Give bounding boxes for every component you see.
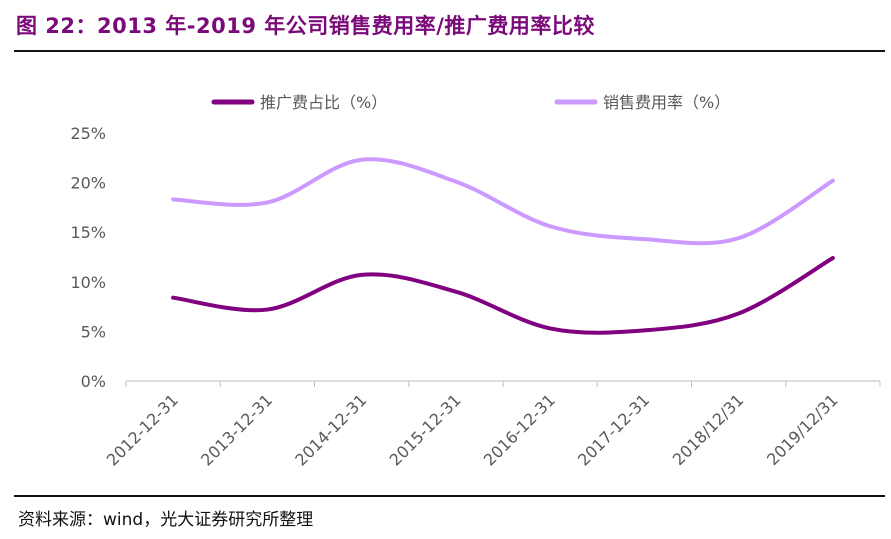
y-tick-label: 25%	[70, 124, 106, 143]
series-line-sales	[171, 157, 835, 246]
y-tick-label: 15%	[70, 223, 106, 242]
x-axis: 2012-12-31 2013-12-31 2014-12-31 2015-12-31…	[103, 380, 881, 470]
bottom-rule	[14, 495, 885, 497]
line-chart: 推广费占比（%） 销售费用率（%） 0% 5% 10% 15% 20% 25% 2012-1…	[70, 93, 881, 470]
x-tick-label: 2012-12-31	[103, 390, 182, 469]
plot-area	[171, 157, 835, 335]
x-tick-label: 2019/12/31	[763, 390, 842, 469]
x-tick-label: 2014-12-31	[291, 390, 370, 469]
x-tick-label: 2018/12/31	[669, 390, 748, 469]
legend-label: 销售费用率（%）	[603, 93, 730, 112]
y-tick-label: 20%	[70, 174, 106, 193]
x-tick-label: 2017-12-31	[574, 390, 653, 469]
x-tick-label: 2016-12-31	[480, 390, 559, 469]
legend-label: 推广费占比（%）	[260, 93, 387, 112]
series-line-promo	[171, 255, 835, 335]
y-axis: 0% 5% 10% 15% 20% 25%	[70, 124, 106, 391]
y-tick-label: 5%	[81, 322, 106, 341]
y-tick-label: 0%	[81, 372, 106, 391]
x-tick-label: 2015-12-31	[386, 390, 465, 469]
source-note: 资料来源：wind，光大证券研究所整理	[18, 510, 314, 530]
figure-title: 图 22：2013 年-2019 年公司销售费用率/推广费用率比较	[16, 14, 595, 38]
chart-legend: 推广费占比（%） 销售费用率（%）	[211, 93, 730, 112]
y-tick-label: 10%	[70, 273, 106, 292]
x-tick-label: 2013-12-31	[197, 390, 276, 469]
top-rule	[14, 50, 885, 52]
